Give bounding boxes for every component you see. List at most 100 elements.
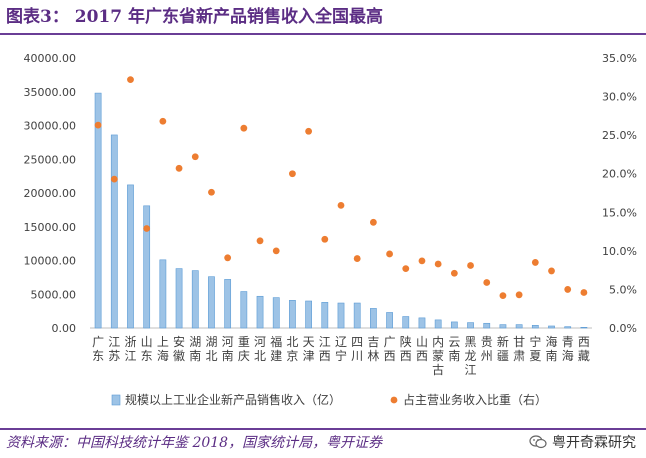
x-tick-label: 浙江 [124, 335, 136, 363]
source-note: 资料来源：中国科技统计年鉴 2018，国家统计局，粤开证券 [6, 435, 383, 451]
legend-bar-label: 规模以上工业企业新产品销售收入（亿） [125, 392, 341, 407]
point-四川 [353, 255, 361, 262]
point-广东 [94, 121, 102, 129]
point-天津 [305, 127, 313, 135]
bar-江苏 [110, 134, 118, 329]
bar-辽宁 [337, 302, 345, 329]
x-tick-label: 福建 [270, 334, 282, 363]
x-tick-label: 上海 [157, 335, 169, 363]
bar-广西 [386, 312, 393, 329]
bar-甘肃 [515, 324, 523, 329]
bar-上海 [159, 259, 167, 329]
bar-西藏 [580, 327, 588, 329]
point-陕西 [402, 265, 410, 272]
x-tick-label: 天津 [303, 335, 315, 363]
x-tick-label: 甘肃 [513, 335, 525, 363]
bar-吉林 [370, 308, 377, 329]
x-tick-label: 山西 [416, 335, 428, 363]
x-tick-label: 湖北 [205, 334, 217, 363]
brand-name: 粤开奇霖研究 [552, 435, 636, 451]
x-tick-labels: 广东江苏浙江山东上海安徽湖南湖北河南重庆河北福建北京天津江西辽宁四川吉林广西陕西… [92, 334, 590, 377]
bar-河北 [256, 295, 264, 329]
point-广西 [386, 250, 393, 258]
legend: 规模以上工业企业新产品销售收入（亿） 占主营业务收入比重（右） [111, 392, 547, 407]
point-云南 [450, 269, 458, 277]
x-tick-label: 四川 [351, 335, 363, 363]
point-北京 [289, 170, 296, 178]
x-tick-label: 安徽 [173, 334, 185, 363]
bar-海南 [548, 325, 555, 329]
left-tick-label: 40000.00 [24, 52, 77, 65]
left-axis-ticks: 0.00 5000.00 10000.00 15000.00 20000.00 25000… [24, 52, 77, 335]
x-tick-label: 辽宁 [335, 335, 347, 363]
legend-bar-swatch [111, 394, 121, 406]
x-tick-label: 广东 [92, 335, 104, 363]
point-江西 [321, 235, 329, 243]
point-黑龙江 [467, 262, 474, 269]
x-tick-label: 陕西 [400, 334, 412, 363]
bar-湖北 [208, 276, 215, 329]
right-tick-label: 15.0% [602, 206, 637, 219]
left-tick-label: 10000.00 [24, 255, 77, 268]
bar-河南 [224, 279, 232, 329]
point-内蒙古 [434, 260, 442, 268]
x-tick-label: 江苏 [108, 335, 120, 363]
right-tick-label: 20.0% [602, 168, 637, 181]
x-tick-label: 黑龙江 [465, 335, 477, 377]
point-湖南 [191, 153, 199, 161]
x-tick-label: 山东 [141, 335, 153, 363]
left-tick-label: 0.00 [52, 322, 77, 335]
x-tick-label: 河北 [254, 335, 266, 363]
point-海南 [548, 267, 555, 275]
point-河北 [256, 237, 264, 245]
point-山东 [143, 225, 151, 232]
chart-title: 图表3： 2017 年广东省新产品销售收入全国最高 [6, 4, 383, 30]
point-湖北 [208, 188, 215, 196]
x-tick-label: 内蒙古 [432, 335, 444, 377]
left-tick-label: 15000.00 [24, 221, 77, 234]
brand-badge: 粤开奇霖研究 [529, 432, 636, 452]
bar-贵州 [483, 322, 491, 329]
right-tick-label: 30.0% [602, 91, 637, 104]
figure-label: 图表3： [6, 7, 69, 27]
x-tick-label: 海南 [546, 334, 558, 363]
bar-新疆 [499, 324, 507, 329]
x-tick-label: 广西 [384, 335, 396, 363]
right-tick-label: 25.0% [602, 129, 637, 142]
bar-湖南 [191, 270, 199, 329]
right-tick-label: 35.0% [602, 52, 637, 65]
bar-北京 [289, 300, 296, 329]
combo-chart: 0.00 5000.00 10000.00 15000.00 20000.00 25000… [24, 52, 638, 407]
left-tick-label: 5000.00 [31, 288, 77, 301]
legend-dot-swatch [390, 396, 398, 404]
bar-浙江 [127, 184, 134, 329]
x-tick-label: 宁夏 [529, 334, 541, 363]
point-河南 [224, 254, 232, 262]
x-tick-label: 吉林 [367, 335, 379, 363]
legend-dot-label: 占主营业务收入比重（右） [403, 392, 547, 407]
bar-福建 [272, 297, 280, 329]
bar-series [94, 92, 588, 329]
point-江苏 [110, 175, 118, 183]
point-西藏 [580, 289, 588, 296]
x-tick-label: 贵州 [481, 335, 493, 363]
bar-山东 [143, 205, 151, 329]
right-tick-label: 5.0% [609, 283, 637, 296]
left-tick-label: 30000.00 [24, 120, 77, 133]
x-tick-label: 云南 [448, 335, 460, 363]
bar-内蒙古 [434, 319, 442, 329]
bar-安徽 [175, 268, 183, 329]
point-福建 [272, 247, 280, 255]
point-吉林 [369, 218, 377, 226]
point-辽宁 [337, 201, 345, 209]
x-tick-label: 新疆 [497, 334, 509, 363]
point-新疆 [499, 292, 507, 299]
left-tick-label: 25000.00 [24, 153, 77, 166]
x-tick-label: 青海 [562, 335, 574, 363]
header-rule [0, 33, 646, 35]
x-tick-label: 北京 [286, 335, 298, 363]
footer-rule [0, 428, 646, 430]
point-甘肃 [515, 291, 523, 299]
right-axis-ticks: 0.0% 5.0% 10.0% 15.0% 20.0% 25.0% 30.0% 35.0% [602, 52, 637, 335]
x-tick-label: 湖南 [189, 334, 201, 363]
